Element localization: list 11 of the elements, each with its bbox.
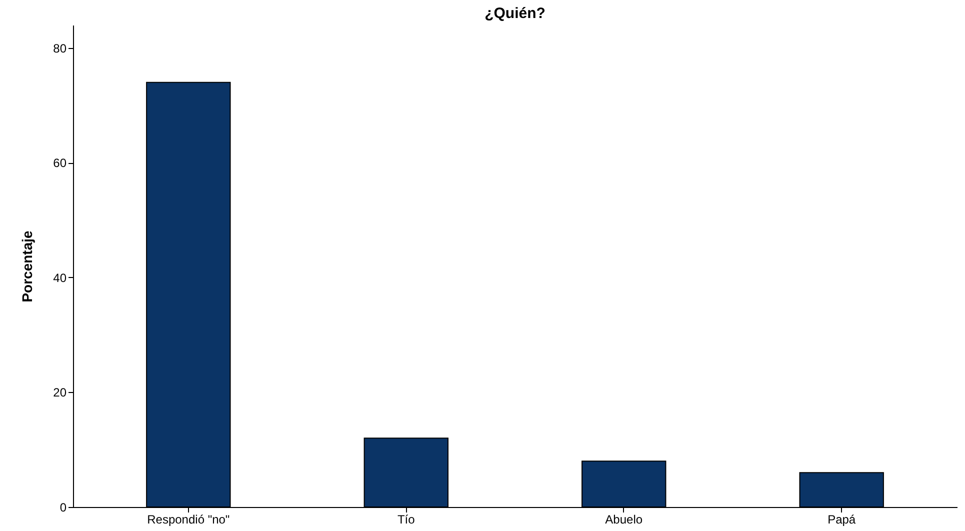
y-tick-label: 20: [53, 386, 67, 400]
y-tick-label: 60: [53, 156, 67, 170]
x-tick-label: Tío: [397, 512, 416, 526]
y-axis-title: Porcentaje: [19, 230, 36, 302]
y-tick-label: 80: [53, 41, 67, 56]
y-tick-label: 0: [60, 500, 67, 514]
x-tick-label: Abuelo: [605, 512, 643, 526]
chart-title: ¿Quién?: [484, 5, 546, 22]
x-tick-label: Respondió "no": [147, 512, 230, 526]
y-tick-label: 40: [53, 270, 67, 285]
x-tick-label: Papá: [828, 512, 856, 526]
